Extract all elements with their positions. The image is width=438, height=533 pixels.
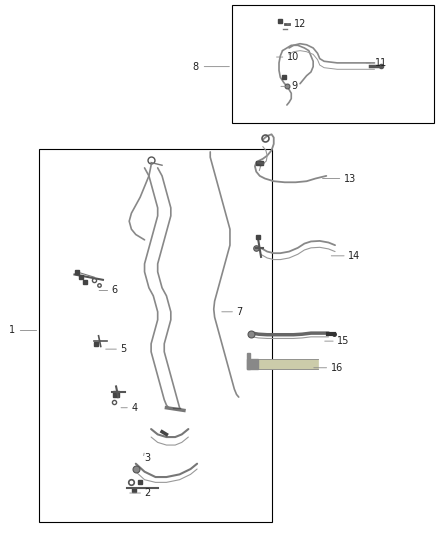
Bar bbox=[247, 359, 318, 369]
Text: 9: 9 bbox=[291, 82, 297, 91]
Text: 8: 8 bbox=[193, 62, 199, 71]
Text: 3: 3 bbox=[145, 454, 151, 463]
Text: 13: 13 bbox=[344, 174, 356, 183]
Text: 11: 11 bbox=[374, 58, 387, 68]
Bar bbox=[247, 353, 250, 369]
Text: 14: 14 bbox=[348, 251, 360, 261]
Text: 7: 7 bbox=[237, 307, 243, 317]
Text: 4: 4 bbox=[131, 403, 138, 413]
Text: 12: 12 bbox=[293, 19, 306, 29]
Bar bbox=[247, 359, 258, 369]
Bar bbox=[232, 5, 434, 123]
Text: 5: 5 bbox=[120, 344, 127, 354]
Text: 10: 10 bbox=[287, 52, 299, 62]
Text: 15: 15 bbox=[337, 336, 350, 346]
Bar bbox=[39, 149, 272, 522]
Text: 2: 2 bbox=[145, 488, 151, 498]
Text: 6: 6 bbox=[112, 286, 118, 295]
Text: 1: 1 bbox=[9, 326, 15, 335]
Text: 16: 16 bbox=[331, 363, 343, 373]
